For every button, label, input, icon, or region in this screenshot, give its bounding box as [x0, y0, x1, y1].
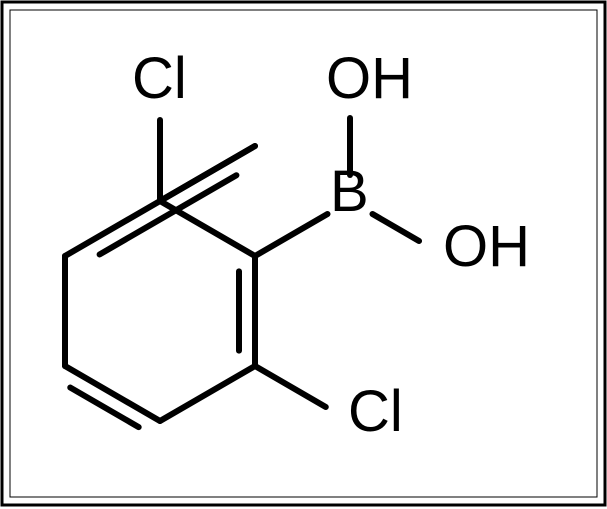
atom-Cl2: Cl [348, 383, 403, 441]
atom-B: B [330, 163, 369, 221]
atom-O1: OH [326, 50, 413, 108]
atom-Cl1: Cl [132, 50, 187, 108]
atom-O2: OH [443, 218, 530, 276]
